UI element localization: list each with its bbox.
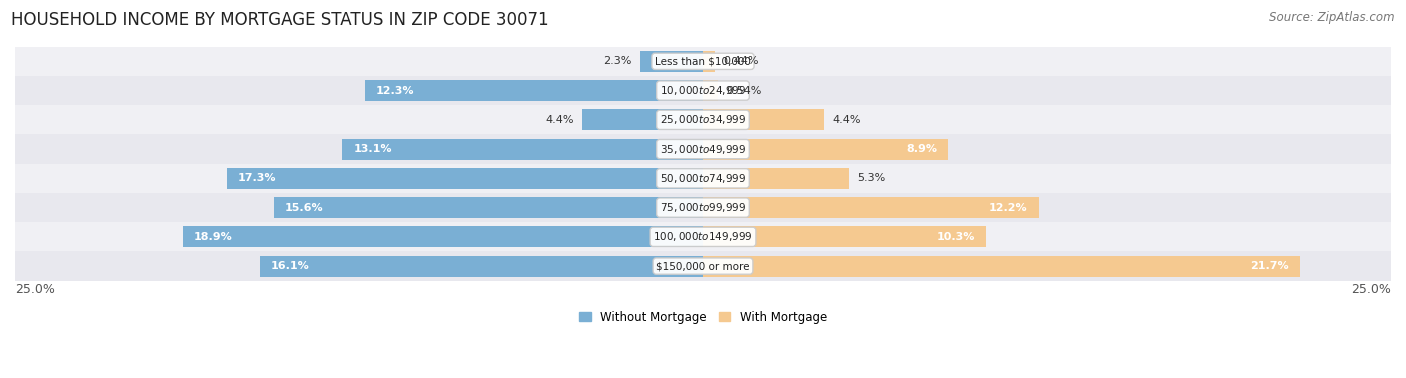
Text: $35,000 to $49,999: $35,000 to $49,999 (659, 143, 747, 156)
Text: 4.4%: 4.4% (832, 115, 860, 125)
Bar (703, 197, 1039, 218)
Text: 25.0%: 25.0% (1351, 283, 1391, 296)
Bar (703, 139, 948, 160)
Text: $50,000 to $74,999: $50,000 to $74,999 (659, 172, 747, 185)
Text: 2.3%: 2.3% (603, 56, 631, 66)
Bar (15, 135, 1391, 164)
Bar (15, 76, 1391, 105)
Text: 12.3%: 12.3% (375, 85, 413, 96)
Text: $75,000 to $99,999: $75,000 to $99,999 (659, 201, 747, 214)
Bar (703, 80, 718, 101)
Bar (703, 51, 716, 72)
Text: 0.54%: 0.54% (725, 85, 762, 96)
Bar (640, 51, 703, 72)
Text: 16.1%: 16.1% (271, 261, 309, 271)
Bar (183, 226, 703, 247)
Bar (703, 109, 824, 130)
Bar (582, 109, 703, 130)
Text: $10,000 to $24,999: $10,000 to $24,999 (659, 84, 747, 97)
Text: $25,000 to $34,999: $25,000 to $34,999 (659, 113, 747, 126)
Text: 25.0%: 25.0% (15, 283, 55, 296)
Text: 21.7%: 21.7% (1250, 261, 1289, 271)
Text: Less than $10,000: Less than $10,000 (655, 56, 751, 66)
Bar (15, 222, 1391, 251)
Text: Source: ZipAtlas.com: Source: ZipAtlas.com (1270, 11, 1395, 24)
Bar (274, 197, 703, 218)
Text: 0.44%: 0.44% (723, 56, 759, 66)
Text: 15.6%: 15.6% (284, 203, 323, 212)
Text: 18.9%: 18.9% (194, 232, 232, 242)
Bar (15, 164, 1391, 193)
Bar (703, 168, 849, 189)
Text: 13.1%: 13.1% (353, 144, 392, 154)
Text: HOUSEHOLD INCOME BY MORTGAGE STATUS IN ZIP CODE 30071: HOUSEHOLD INCOME BY MORTGAGE STATUS IN Z… (11, 11, 548, 29)
Bar (226, 168, 703, 189)
Text: 5.3%: 5.3% (858, 174, 886, 183)
Bar (343, 139, 703, 160)
Bar (260, 256, 703, 277)
Text: $100,000 to $149,999: $100,000 to $149,999 (654, 230, 752, 243)
Legend: Without Mortgage, With Mortgage: Without Mortgage, With Mortgage (574, 306, 832, 328)
Bar (703, 226, 987, 247)
Bar (15, 47, 1391, 76)
Text: $150,000 or more: $150,000 or more (657, 261, 749, 271)
Bar (15, 193, 1391, 222)
Bar (364, 80, 703, 101)
Text: 4.4%: 4.4% (546, 115, 574, 125)
Text: 8.9%: 8.9% (905, 144, 936, 154)
Text: 17.3%: 17.3% (238, 174, 277, 183)
Text: 10.3%: 10.3% (936, 232, 976, 242)
Bar (15, 251, 1391, 281)
Bar (15, 105, 1391, 135)
Text: 12.2%: 12.2% (988, 203, 1028, 212)
Bar (703, 256, 1301, 277)
